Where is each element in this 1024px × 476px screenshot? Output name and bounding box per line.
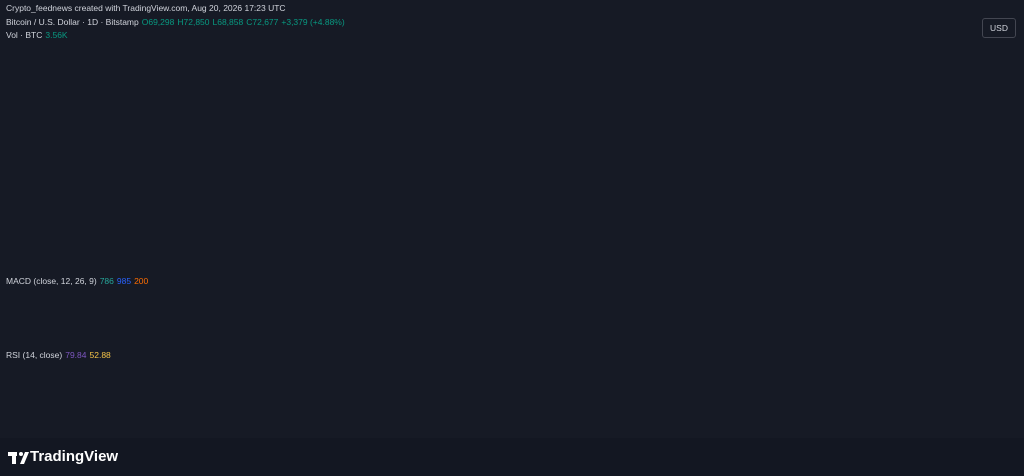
volume-value: 3.56K [45, 30, 68, 40]
symbol-legend: Bitcoin / U.S. Dollar · 1D · Bitstamp O69… [6, 16, 345, 28]
brand-logo [8, 452, 29, 464]
macd-legend: MACD (close, 12, 26, 9) 786 985 200 [6, 275, 148, 287]
signal-value: 200 [134, 276, 149, 286]
macd-value: 985 [116, 276, 132, 286]
rsi-title: RSI (14, close) [6, 350, 63, 360]
rsi-legend: RSI (14, close) 79.84 52.88 [6, 349, 111, 361]
symbol: Bitcoin / U.S. Dollar · 1D · Bitstamp [6, 17, 139, 27]
rsi-value: 79.84 [65, 350, 87, 360]
brand: TradingView [30, 448, 119, 465]
volume-title: Vol · BTC [6, 30, 43, 40]
volume-legend: Vol · BTC 3.56K [6, 29, 68, 41]
rsi-ma-value: 52.88 [89, 350, 111, 360]
hist-value: 786 [99, 276, 114, 286]
ohlc: O69,298 [141, 17, 175, 27]
ohlc: L68,858 [212, 17, 244, 27]
footer [0, 438, 1024, 476]
currency-button[interactable]: USD [982, 18, 1016, 38]
ohlc: H72,850 [177, 17, 210, 27]
ohlc: C72,677 [246, 17, 279, 27]
attribution: Crypto_feednews created with TradingView… [6, 3, 286, 13]
macd-title: MACD (close, 12, 26, 9) [6, 276, 97, 286]
change: +3,379 (+4.88%) [281, 17, 345, 27]
